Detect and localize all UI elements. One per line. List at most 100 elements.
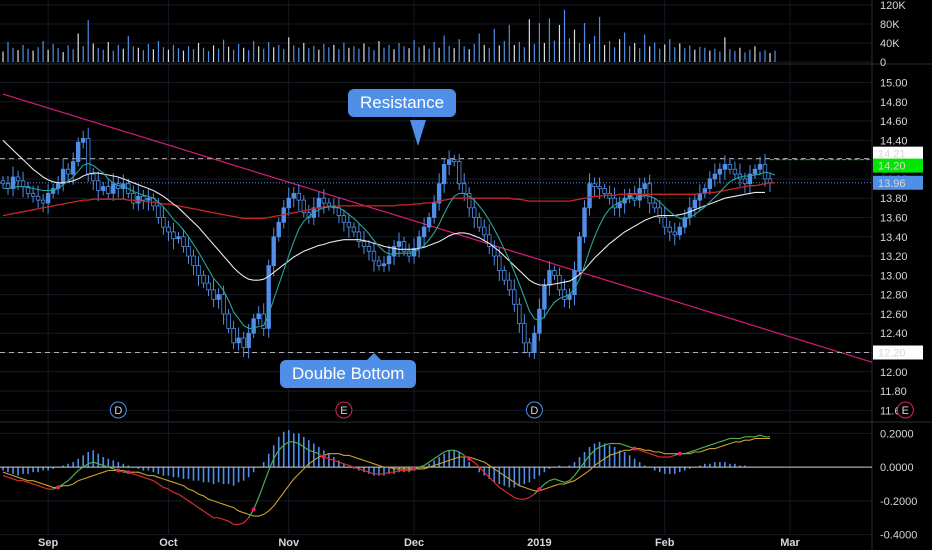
macd-line-segment — [699, 446, 706, 450]
candle-body — [156, 205, 161, 218]
price-label: 13.96 — [878, 178, 906, 190]
resistance-callout: Resistance — [348, 89, 457, 117]
volume-bar — [207, 51, 210, 62]
candle-body — [547, 270, 552, 286]
macd-histogram-bar — [302, 436, 305, 468]
macd-histogram-bar — [182, 467, 185, 479]
macd-histogram-bar — [488, 467, 491, 479]
macd-line-segment — [443, 449, 450, 453]
macd-histogram-bar — [107, 458, 110, 468]
candle-body — [166, 226, 171, 233]
time-axis-tick: Sep — [38, 537, 58, 549]
macd-axis-tick: -0.4000 — [880, 530, 917, 542]
macd-histogram-bar — [443, 453, 445, 468]
macd-line-segment — [423, 461, 430, 466]
candle-body — [431, 202, 437, 218]
macd-line-segment — [72, 470, 79, 477]
volume-bar — [212, 45, 215, 62]
macd-line-segment — [32, 483, 39, 487]
macd-signal-line — [2, 437, 770, 517]
volume-bar — [52, 43, 54, 62]
candle-body — [65, 168, 71, 175]
macd-histogram-bar — [222, 467, 225, 485]
macd-histogram-bar — [177, 467, 180, 478]
volume-bar — [593, 35, 596, 62]
macd-histogram-bar — [167, 467, 170, 476]
price-axis-tick: 12.80 — [880, 290, 908, 302]
candle-body — [361, 241, 367, 247]
macd-histogram-bar — [202, 467, 205, 483]
volume-bar — [629, 45, 631, 62]
macd-histogram-bar — [608, 445, 611, 468]
volume-bar — [634, 43, 636, 62]
macd-line-segment — [458, 451, 465, 456]
macd-histogram-bar — [699, 465, 701, 468]
macd-histogram-bar — [528, 467, 531, 483]
candle-body — [667, 226, 672, 233]
macd-histogram-bar — [2, 467, 4, 471]
candle-body — [216, 294, 221, 300]
macd-histogram-bar — [52, 467, 54, 469]
candle-body — [35, 195, 41, 201]
volume-bar — [368, 46, 370, 62]
volume-bar — [92, 43, 94, 62]
macd-histogram-bar — [192, 467, 195, 481]
candle-body — [542, 284, 547, 310]
volume-bar — [62, 52, 64, 62]
volume-bar — [533, 43, 535, 62]
volume-bar — [659, 48, 661, 62]
volume-axis-tick: 0 — [880, 57, 886, 69]
volume-bar — [222, 39, 225, 62]
candle-body — [467, 192, 472, 209]
macd-histogram-bar — [458, 451, 460, 468]
candle-body — [276, 221, 281, 238]
event-marker[interactable] — [109, 401, 127, 419]
macd-histogram-bar — [603, 443, 606, 468]
candle-body — [697, 192, 703, 201]
candle-body — [472, 207, 477, 218]
macd-histogram-bar — [734, 463, 736, 468]
macd-line-segment — [308, 449, 315, 453]
macd-histogram-bar — [72, 462, 74, 468]
event-marker[interactable] — [525, 401, 543, 419]
macd-line-segment — [12, 478, 19, 482]
macd-line-segment — [82, 463, 89, 468]
macd-line-segment — [138, 475, 144, 478]
macd-histogram-bar — [343, 463, 345, 468]
macd-line-segment — [223, 518, 229, 522]
volume-bar — [588, 43, 591, 62]
macd-histogram-bar — [548, 467, 551, 469]
macd-line-segment — [108, 466, 114, 470]
macd-histogram-bar — [704, 463, 706, 468]
volume-bar — [42, 41, 44, 62]
macd-histogram-bar — [157, 467, 160, 474]
macd-line-segment — [624, 444, 630, 448]
macd-line-segment — [488, 476, 495, 483]
volume-bar — [278, 44, 280, 62]
macd-cross-marker — [116, 468, 121, 473]
volume-bar — [488, 47, 490, 62]
event-marker[interactable] — [896, 401, 914, 419]
macd-line-segment — [368, 471, 375, 475]
candle-body — [587, 183, 592, 209]
event-marker[interactable] — [335, 401, 353, 419]
candle-body — [401, 241, 407, 252]
macd-line-segment — [649, 453, 655, 456]
macd-line-segment — [694, 448, 701, 451]
macd-line-segment — [498, 486, 505, 492]
candle-body — [366, 246, 372, 252]
volume-bar — [303, 43, 305, 62]
macd-line-segment — [7, 476, 14, 480]
candle-body — [727, 164, 733, 170]
macd-histogram-bar — [77, 458, 79, 468]
macd-histogram-bar — [142, 467, 145, 471]
volume-bar — [152, 49, 154, 62]
macd-histogram-bar — [688, 467, 691, 469]
volume-bar — [769, 52, 771, 62]
candle-body — [266, 265, 271, 329]
volume-bar — [483, 44, 485, 62]
price-axis-tick: 12.60 — [880, 309, 908, 321]
candle-body — [221, 294, 226, 315]
volume-bar — [107, 42, 109, 62]
